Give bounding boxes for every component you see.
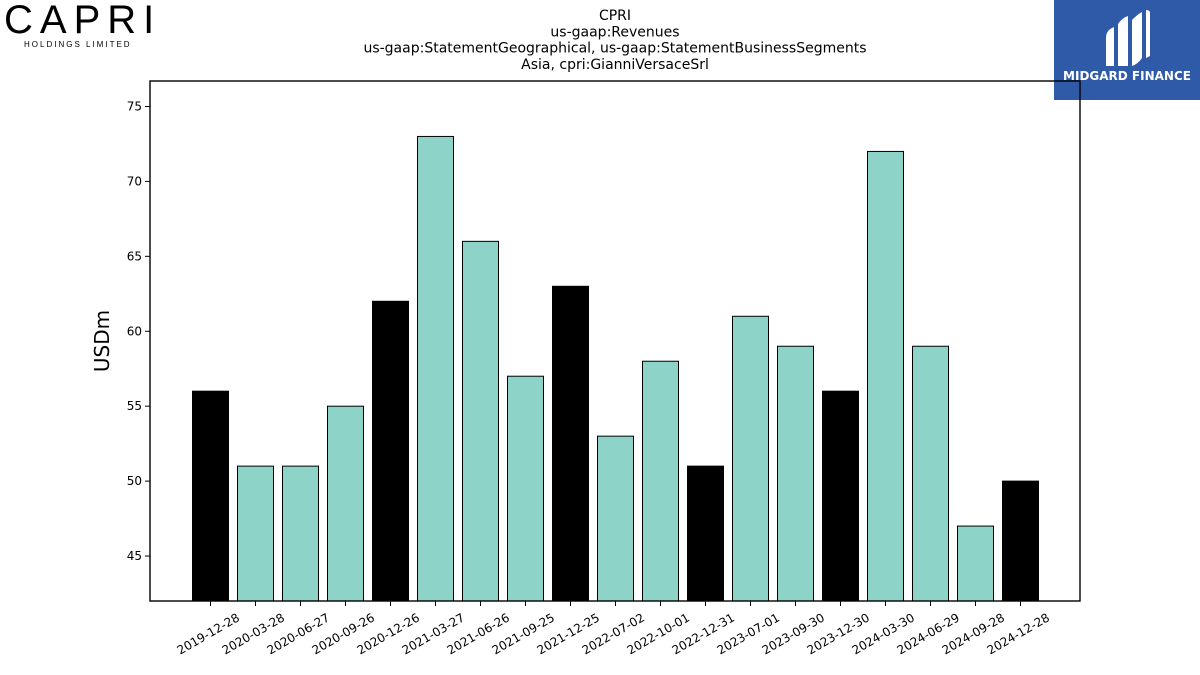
- y-tick-label: 75: [127, 99, 142, 113]
- bar: [417, 135, 454, 602]
- bar: [957, 525, 994, 602]
- bar: [1002, 480, 1039, 602]
- bar: [372, 300, 409, 602]
- bar: [642, 360, 679, 602]
- bar: [912, 345, 949, 602]
- capri-logo-word: CAPRI: [4, 0, 162, 42]
- bars: [192, 135, 1039, 602]
- y-tick-label: 70: [127, 174, 142, 188]
- y-axis-ticks: 45 50 55 60 65 70 75: [127, 99, 150, 563]
- bar: [777, 345, 814, 602]
- y-tick-label: 55: [127, 399, 142, 413]
- bar: [552, 285, 589, 602]
- x-axis-ticks: 2019-12-282020-03-282020-06-272020-09-26…: [175, 601, 1052, 657]
- bar: [597, 435, 634, 602]
- chart-title: CPRIus-gaap:Revenuesus-gaap:StatementGeo…: [363, 8, 866, 73]
- bar: [192, 390, 229, 602]
- midgard-mark-icon: [1106, 10, 1150, 66]
- chart-title-line: CPRI: [599, 8, 631, 24]
- y-axis-label: USDm: [90, 310, 114, 372]
- chart-title-line: us-gaap:StatementGeographical, us-gaap:S…: [363, 41, 866, 57]
- bar: [732, 315, 769, 602]
- bar: [327, 405, 364, 602]
- midgard-finance-logo: MIDGARD FINANCE: [1054, 0, 1200, 100]
- bar: [687, 465, 724, 602]
- y-tick-label: 65: [127, 249, 142, 263]
- bar: [462, 240, 499, 602]
- midgard-logo-text: MIDGARD FINANCE: [1063, 69, 1191, 83]
- chart-title-line: us-gaap:Revenues: [550, 24, 679, 40]
- capri-logo-subtitle: HOLDINGS LIMITED: [24, 40, 132, 49]
- bar: [237, 465, 274, 602]
- bar: [507, 375, 544, 602]
- y-tick-label: 50: [127, 474, 142, 488]
- bar: [282, 465, 319, 602]
- y-tick-label: 45: [127, 549, 142, 563]
- y-tick-label: 60: [127, 324, 142, 338]
- bar: [822, 390, 859, 602]
- chart-title-line: Asia, cpri:GianniVersaceSrl: [521, 57, 709, 73]
- bar: [867, 150, 904, 602]
- capri-logo: CAPRI HOLDINGS LIMITED: [0, 0, 160, 60]
